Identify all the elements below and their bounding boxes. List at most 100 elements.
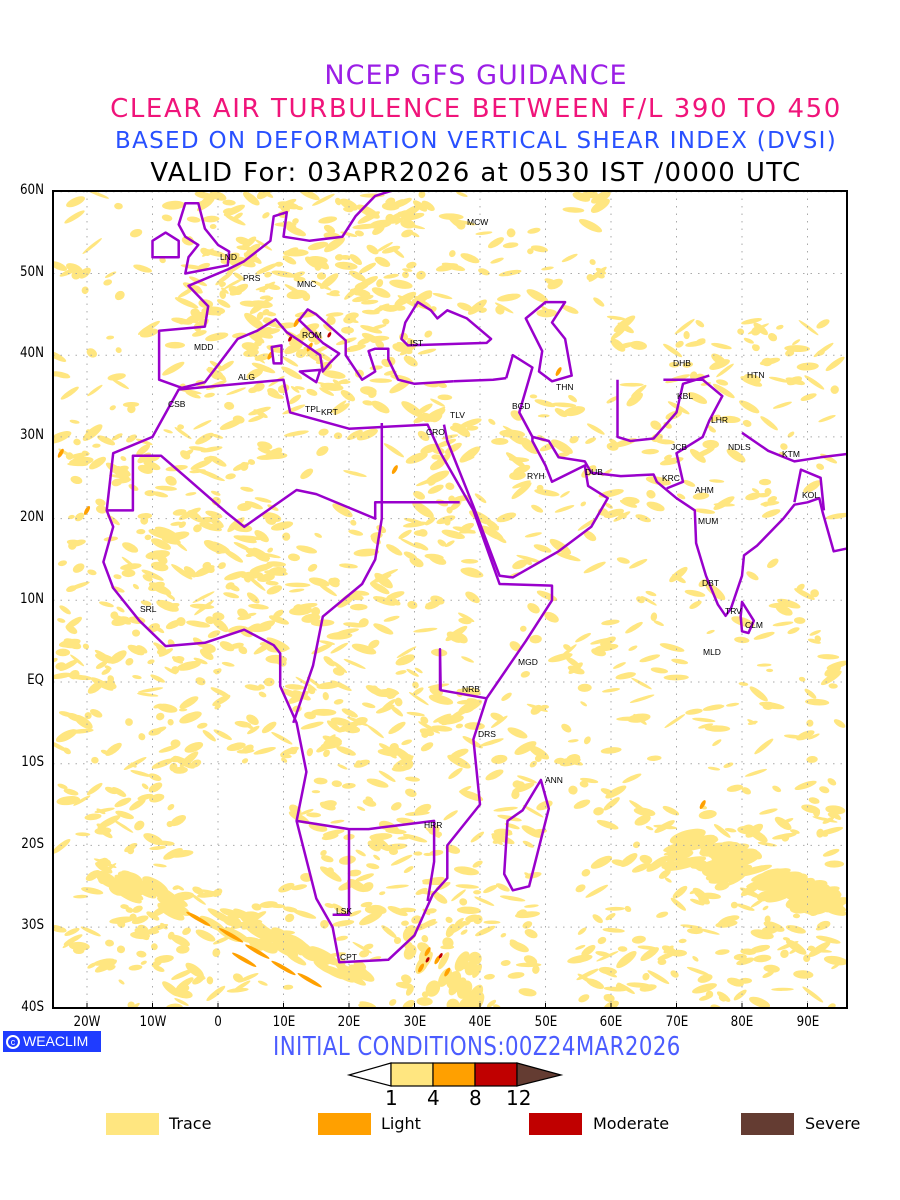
turbulence-trace-patch xyxy=(186,620,211,628)
turbulence-trace-patch xyxy=(246,368,264,380)
turbulence-trace-patch xyxy=(236,748,255,754)
turbulence-trace-patch xyxy=(65,624,78,635)
colorbar-light xyxy=(432,1062,476,1087)
turbulence-trace-patch xyxy=(495,883,510,892)
title-line-1: NCEP GFS GUIDANCE xyxy=(324,60,628,91)
turbulence-trace-patch xyxy=(137,793,154,801)
turbulence-trace-patch xyxy=(659,643,685,652)
legend-label-trace: Trace xyxy=(169,1114,212,1133)
turbulence-trace-patch xyxy=(787,873,808,885)
turbulence-trace-patch xyxy=(153,703,163,709)
turbulence-trace-patch xyxy=(142,880,155,889)
city-label: RYH xyxy=(527,471,545,481)
turbulence-trace-patch xyxy=(758,478,772,486)
lat-label: 10S xyxy=(21,753,44,770)
turbulence-trace-patch xyxy=(348,529,364,536)
turbulence-trace-patch xyxy=(458,612,475,623)
turbulence-trace-patch xyxy=(682,361,694,368)
turbulence-trace-patch xyxy=(185,391,201,399)
turbulence-trace-patch xyxy=(413,490,426,500)
turbulence-trace-patch xyxy=(676,493,686,500)
turbulence-trace-patch xyxy=(237,615,252,621)
turbulence-trace-patch xyxy=(109,405,116,411)
turbulence-trace-patch xyxy=(350,964,369,978)
turbulence-trace-patch xyxy=(606,396,619,404)
turbulence-trace-patch xyxy=(707,766,721,771)
turbulence-trace-patch xyxy=(121,870,141,884)
turbulence-trace-patch xyxy=(448,495,456,503)
turbulence-trace-patch xyxy=(287,934,307,947)
turbulence-trace-patch xyxy=(629,800,650,816)
africa-coastline xyxy=(102,378,554,964)
turbulence-trace-patch xyxy=(577,517,598,531)
turbulence-trace-patch xyxy=(104,665,112,670)
turbulence-trace-patch xyxy=(714,881,730,891)
turbulence-trace-patch xyxy=(602,688,621,693)
turbulence-trace-patch xyxy=(497,293,521,302)
turbulence-trace-patch xyxy=(507,727,528,739)
turbulence-trace-patch xyxy=(330,819,345,824)
turbulence-trace-patch xyxy=(399,538,421,549)
turbulence-trace-patch xyxy=(631,935,646,944)
turbulence-trace-patch xyxy=(782,937,791,941)
turbulence-trace-patch xyxy=(281,366,303,380)
turbulence-trace-patch xyxy=(282,249,309,257)
turbulence-trace-patch xyxy=(493,806,518,812)
turbulence-trace-patch xyxy=(318,216,338,224)
turbulence-trace-patch xyxy=(629,340,647,350)
turbulence-trace-patch xyxy=(706,841,740,856)
turbulence-trace-patch xyxy=(494,302,514,314)
turbulence-trace-patch xyxy=(690,898,705,906)
turbulence-trace-patch xyxy=(293,276,306,283)
turbulence-trace-patch xyxy=(653,620,664,626)
turbulence-trace-patch xyxy=(271,927,290,941)
turbulence-trace-patch xyxy=(362,702,376,709)
turbulence-trace-patch xyxy=(335,935,348,941)
turbulence-trace-patch xyxy=(95,862,113,874)
turbulence-trace-patch xyxy=(180,983,190,991)
turbulence-trace-patch xyxy=(219,281,226,288)
turbulence-trace-patch xyxy=(125,658,134,666)
turbulence-trace-patch xyxy=(253,641,275,655)
turbulence-trace-patch xyxy=(195,677,206,686)
turbulence-trace-patch xyxy=(529,394,538,399)
turbulence-trace-patch xyxy=(741,317,762,325)
turbulence-trace-patch xyxy=(379,305,388,310)
turbulence-trace-patch xyxy=(182,449,194,457)
turbulence-trace-patch xyxy=(318,583,337,597)
turbulence-trace-patch xyxy=(757,841,778,847)
turbulence-trace-patch xyxy=(403,866,414,874)
turbulence-trace-patch xyxy=(136,950,147,958)
turbulence-trace-patch xyxy=(256,191,272,200)
turbulence-trace-patch xyxy=(356,428,378,441)
turbulence-trace-patch xyxy=(669,361,680,368)
turbulence-trace-patch xyxy=(527,248,534,255)
turbulence-trace-patch xyxy=(369,378,393,383)
turbulence-trace-patch xyxy=(350,519,357,526)
turbulence-trace-patch xyxy=(455,884,479,889)
turbulence-trace-patch xyxy=(617,982,635,995)
turbulence-trace-patch xyxy=(603,993,615,1002)
turbulence-trace-patch xyxy=(375,704,395,714)
turbulence-trace-patch xyxy=(580,701,588,707)
turbulence-trace-patch xyxy=(258,691,267,698)
turbulence-trace-patch xyxy=(166,531,190,542)
turbulence-trace-patch xyxy=(63,747,71,755)
turbulence-trace-patch xyxy=(638,515,645,521)
turbulence-trace-patch xyxy=(235,285,245,292)
turbulence-trace-patch xyxy=(226,987,249,993)
turbulence-trace-patch xyxy=(164,666,177,675)
turbulence-trace-patch xyxy=(669,949,687,957)
turbulence-trace-patch xyxy=(311,790,321,794)
turbulence-trace-patch xyxy=(603,797,620,811)
turbulence-trace-patch xyxy=(87,680,104,694)
turbulence-trace-patch xyxy=(401,739,413,746)
colorbar-trace xyxy=(390,1062,434,1087)
turbulence-trace-patch xyxy=(785,894,813,910)
turbulence-trace-patch xyxy=(253,409,268,419)
turbulence-trace-patch xyxy=(730,901,738,909)
turbulence-trace-patch xyxy=(790,829,800,834)
city-label: LSK xyxy=(336,906,353,916)
turbulence-trace-patch xyxy=(509,471,526,481)
turbulence-trace-patch xyxy=(473,890,482,895)
